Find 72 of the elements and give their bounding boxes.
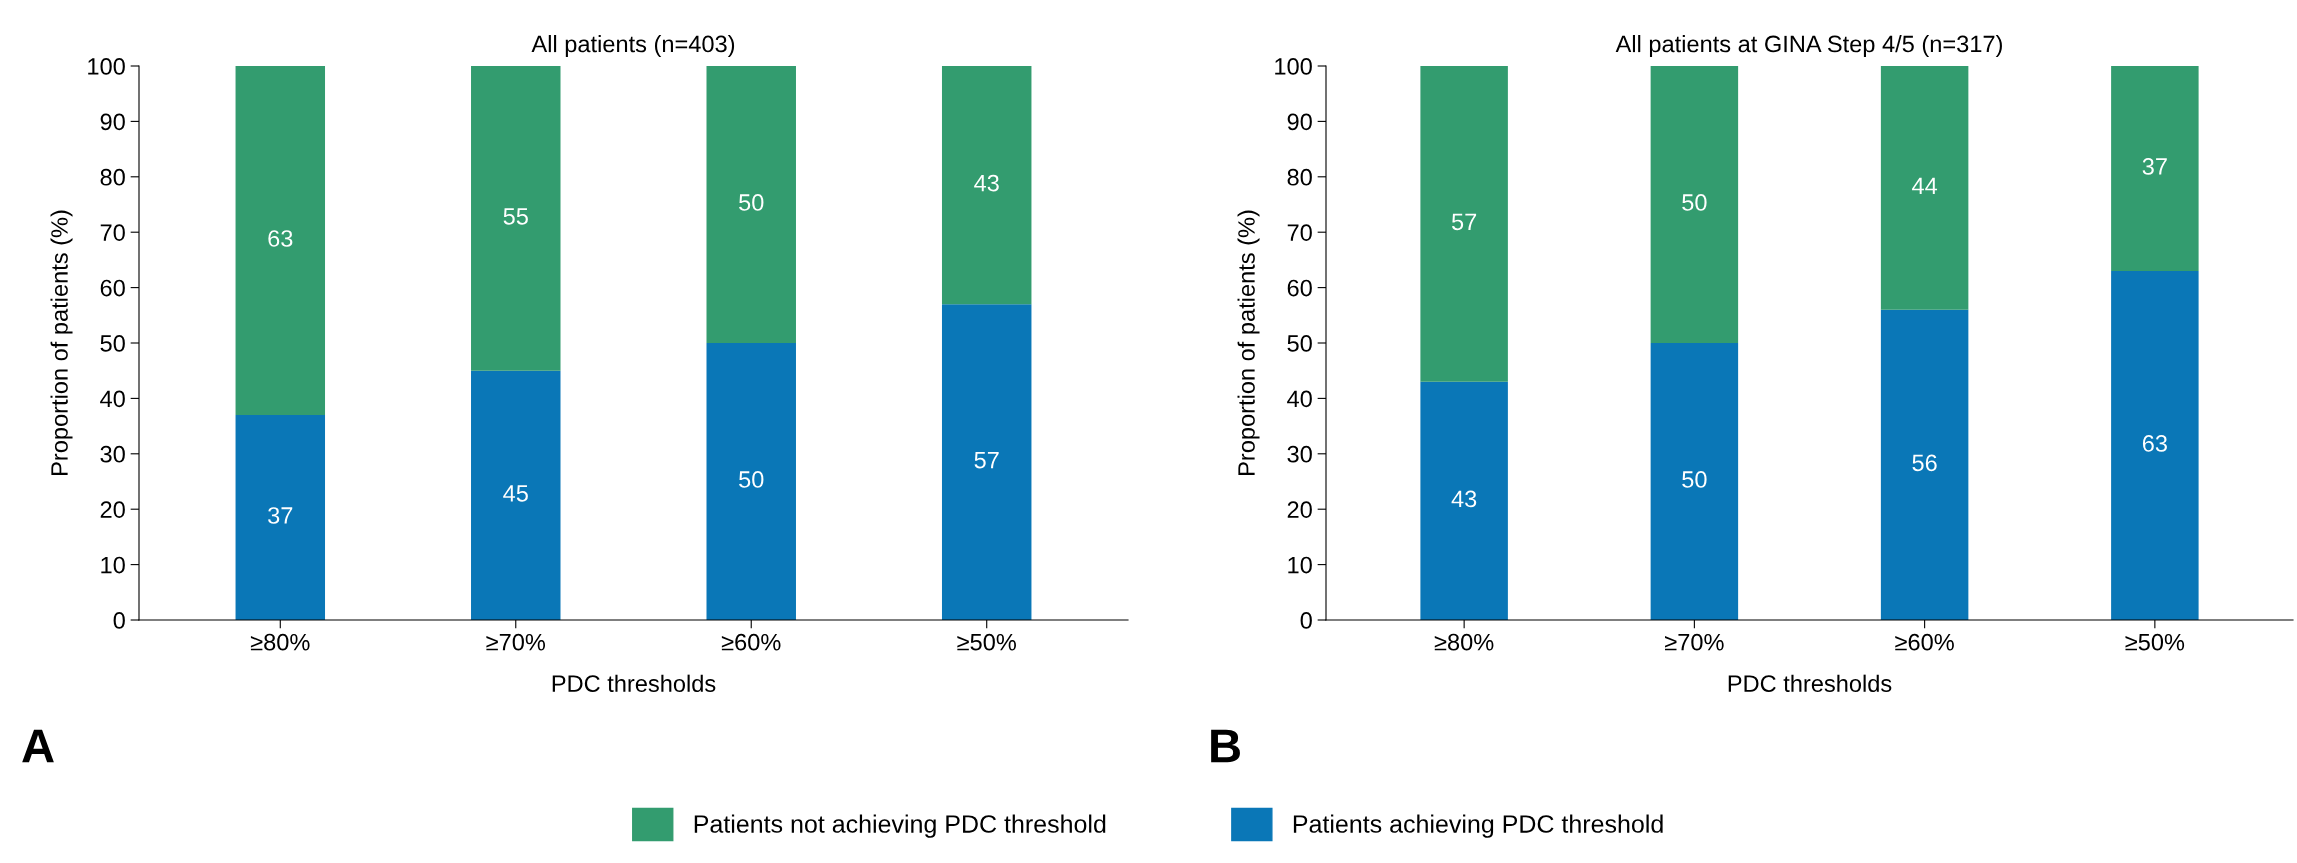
data-label: 37 bbox=[2142, 158, 2167, 175]
bar bbox=[706, 66, 796, 343]
y-tick-label: 20 bbox=[1287, 501, 1312, 518]
y-tick-label: 80 bbox=[1287, 168, 1312, 186]
text: B bbox=[1211, 729, 1240, 763]
y-axis-title: Proportion of patients (%) bbox=[1237, 210, 1260, 475]
data-label: 50 bbox=[1682, 194, 1707, 211]
bar bbox=[1420, 381, 1508, 620]
y-tick-label: 90 bbox=[100, 113, 125, 131]
bar bbox=[235, 415, 326, 620]
y-tick-label: 50 bbox=[1287, 335, 1312, 352]
x-axis-title: PDC thresholds bbox=[552, 674, 716, 692]
data-label: 37 bbox=[268, 507, 293, 524]
bar bbox=[1880, 66, 1969, 310]
x-tick-label: ≥80% bbox=[1434, 633, 1494, 651]
data-label: 50 bbox=[739, 471, 764, 488]
chart-title: All patients (n=403) bbox=[531, 35, 735, 58]
data-label: 57 bbox=[1451, 213, 1477, 231]
data-label: 43 bbox=[1451, 490, 1477, 508]
x-tick-label: ≥80% bbox=[250, 633, 310, 651]
y-tick-label: 30 bbox=[100, 445, 125, 463]
y-tick-label: 0 bbox=[1300, 612, 1312, 629]
bar bbox=[1420, 66, 1508, 382]
y-tick-label: 60 bbox=[1287, 279, 1312, 297]
legend-label: Patients achieving PDC threshold bbox=[1293, 814, 1663, 838]
chart-title: All patients at GINA Step 4/5 (n=317) bbox=[1615, 35, 2002, 58]
data-label: 43 bbox=[974, 174, 999, 192]
bar bbox=[941, 304, 1032, 620]
data-label: 50 bbox=[739, 194, 764, 211]
data-label: 63 bbox=[268, 230, 293, 247]
text: A bbox=[22, 729, 54, 763]
data-label: 44 bbox=[1912, 177, 1938, 194]
bar bbox=[941, 66, 1032, 305]
y-tick-label: 40 bbox=[1287, 390, 1312, 408]
data-label: 45 bbox=[503, 485, 528, 502]
x-axis-title: PDC thresholds bbox=[1728, 674, 1892, 692]
y-tick-label: 10 bbox=[101, 556, 125, 574]
bar bbox=[1650, 66, 1739, 343]
x-tick-label: ≥60% bbox=[721, 633, 781, 651]
y-tick-label: 10 bbox=[1288, 556, 1312, 574]
legend-label: Patients not achieving PDC threshold bbox=[694, 814, 1106, 838]
y-tick-label: 90 bbox=[1287, 113, 1312, 131]
y-tick-label: 80 bbox=[100, 168, 125, 186]
bar bbox=[471, 370, 561, 620]
bar bbox=[235, 66, 326, 416]
bar bbox=[2111, 270, 2199, 620]
y-tick-label: 50 bbox=[100, 335, 125, 352]
x-tick-label: ≥50% bbox=[2125, 633, 2185, 651]
y-tick-label: 30 bbox=[1287, 445, 1312, 463]
data-label: 57 bbox=[974, 451, 999, 469]
x-tick-label: ≥60% bbox=[1895, 633, 1954, 651]
data-label: 63 bbox=[2142, 435, 2167, 452]
data-label: 50 bbox=[1682, 471, 1707, 488]
data-label: 55 bbox=[503, 208, 528, 225]
bar bbox=[1880, 309, 1969, 620]
y-tick-label: 60 bbox=[100, 279, 125, 297]
y-tick-label: 100 bbox=[88, 58, 125, 75]
y-tick-label: 20 bbox=[100, 501, 125, 518]
x-tick-label: ≥50% bbox=[957, 633, 1016, 651]
y-tick-label: 70 bbox=[1287, 224, 1312, 241]
bar bbox=[471, 66, 561, 371]
y-tick-label: 70 bbox=[100, 224, 125, 241]
bar bbox=[1650, 343, 1739, 620]
y-axis-title: Proportion of patients (%) bbox=[50, 210, 73, 475]
bar bbox=[2111, 66, 2199, 271]
x-tick-label: ≥70% bbox=[1665, 633, 1724, 651]
x-tick-label: ≥70% bbox=[486, 633, 546, 651]
y-tick-label: 0 bbox=[113, 612, 125, 629]
bar bbox=[706, 343, 796, 620]
y-tick-label: 100 bbox=[1275, 58, 1312, 75]
data-label: 56 bbox=[1912, 454, 1937, 472]
y-tick-label: 40 bbox=[100, 390, 125, 408]
